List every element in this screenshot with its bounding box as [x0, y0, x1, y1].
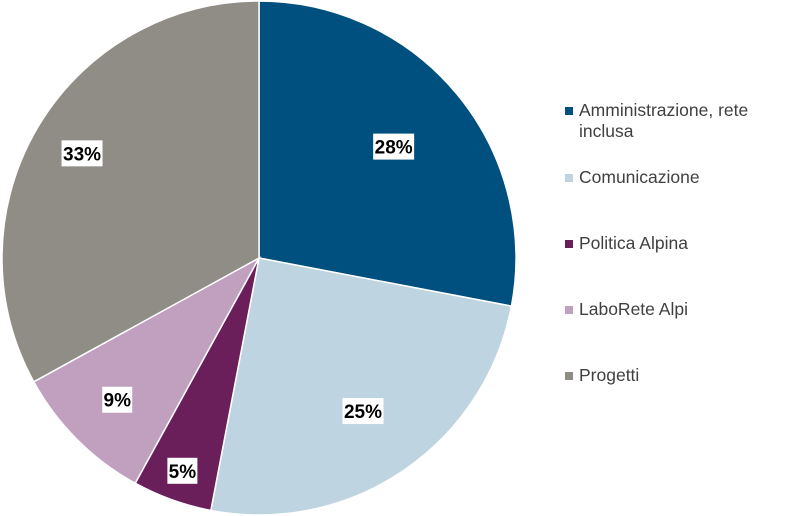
data-label-background	[342, 398, 384, 425]
data-label-background	[167, 457, 198, 484]
data-label-background	[61, 140, 103, 167]
legend-item: LaboRete Alpi	[565, 299, 779, 320]
pie-slice-progetti	[1, 0, 260, 383]
legend-label: Politica Alpina	[579, 233, 688, 253]
legend-label: Progetti	[579, 365, 640, 385]
legend-label: LaboRete Alpi	[579, 299, 688, 319]
data-label-text: 28%	[375, 138, 413, 159]
legend-label: Amministrazione, rete inclusa	[579, 100, 749, 141]
data-label-text: 5%	[169, 462, 197, 483]
legend-swatch	[565, 306, 573, 314]
data-label-background	[102, 386, 133, 413]
pie-slice-laborete-alpi	[32, 256, 261, 485]
data-label: 25%	[342, 398, 384, 425]
legend-item: Politica Alpina	[565, 233, 779, 254]
pie-slice-comunicazione	[209, 257, 513, 516]
legend-swatch	[565, 372, 573, 380]
data-label: 5%	[167, 457, 198, 484]
data-label-background	[373, 133, 415, 160]
legend-swatch	[565, 240, 573, 248]
pie-chart: 28% 25% 5% 9% 33%	[1, 0, 517, 516]
data-label: 28%	[373, 133, 415, 160]
legend-label: Comunicazione	[579, 167, 700, 187]
legend-item: Amministrazione, rete inclusa	[565, 100, 779, 142]
data-label-text: 33%	[63, 144, 101, 165]
data-label: 33%	[61, 140, 103, 167]
legend-item: Progetti	[565, 365, 779, 386]
legend-swatch	[565, 107, 573, 115]
legend-swatch	[565, 174, 573, 182]
data-label: 9%	[102, 386, 133, 413]
data-label-text: 9%	[104, 391, 132, 412]
legend-item: Comunicazione	[565, 167, 779, 188]
data-label-text: 25%	[344, 402, 382, 423]
